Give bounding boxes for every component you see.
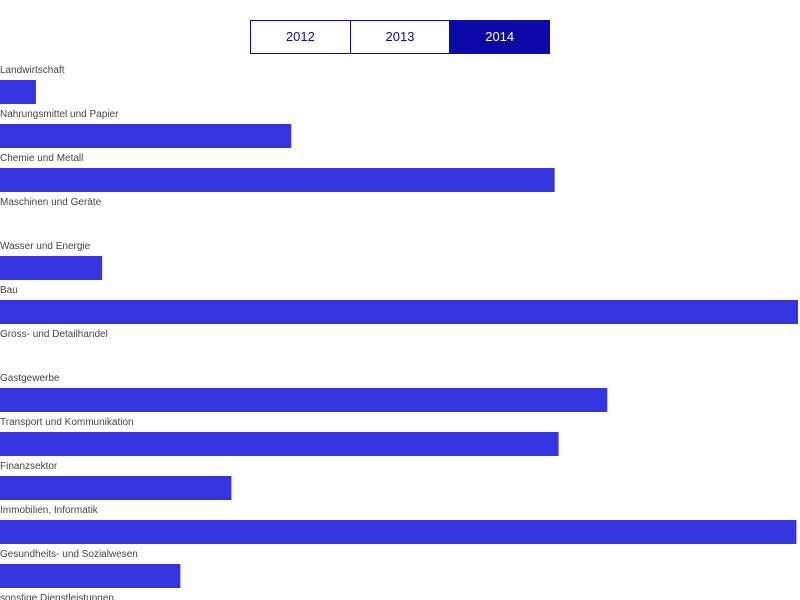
tab-2013[interactable]: 2013 bbox=[350, 20, 451, 54]
category-label-finanzsektor: Finanzsektor bbox=[0, 461, 58, 472]
category-label-nahrungsmittel-und-papier: Nahrungsmittel und Papier bbox=[0, 109, 119, 120]
category-label-gross-und-detailhandel: Gross- und Detailhandel bbox=[0, 329, 108, 340]
tab-2014[interactable]: 2014 bbox=[450, 20, 551, 54]
bar-immobilien-informatik[interactable] bbox=[0, 520, 797, 544]
category-label-landwirtschaft: Landwirtschaft bbox=[0, 65, 65, 76]
category-label-gesundheits-und-sozialwesen: Gesundheits- und Sozialwesen bbox=[0, 549, 138, 560]
category-label-sonstige-dienstleistungen: sonstige Dienstleistungen bbox=[0, 593, 114, 600]
category-label-immobilien-informatik: Immobilien, Informatik bbox=[0, 505, 99, 516]
category-label-chemie-und-metall: Chemie und Metall bbox=[0, 153, 83, 164]
category-label-transport-und-kommunikation: Transport und Kommunikation bbox=[0, 417, 134, 428]
bar-chemie-und-metall[interactable] bbox=[0, 168, 555, 192]
category-label-bau: Bau bbox=[0, 285, 18, 296]
category-label-wasser-und-energie: Wasser und Energie bbox=[0, 241, 91, 252]
category-label-gastgewerbe: Gastgewerbe bbox=[0, 373, 60, 384]
category-label-maschinen-und-geräte: Maschinen und Geräte bbox=[0, 197, 102, 208]
bar-wasser-und-energie[interactable] bbox=[0, 256, 103, 280]
bar-landwirtschaft[interactable] bbox=[0, 80, 36, 104]
tab-2012[interactable]: 2012 bbox=[250, 20, 351, 54]
bar-gesundheits-und-sozialwesen[interactable] bbox=[0, 564, 181, 588]
bar-nahrungsmittel-und-papier[interactable] bbox=[0, 124, 292, 148]
bar-gastgewerbe[interactable] bbox=[0, 388, 608, 412]
bar-finanzsektor[interactable] bbox=[0, 476, 232, 500]
year-selector: 2012 2013 2014 bbox=[250, 20, 551, 54]
bar-bau[interactable] bbox=[0, 300, 798, 324]
bar-transport-und-kommunikation[interactable] bbox=[0, 432, 559, 456]
